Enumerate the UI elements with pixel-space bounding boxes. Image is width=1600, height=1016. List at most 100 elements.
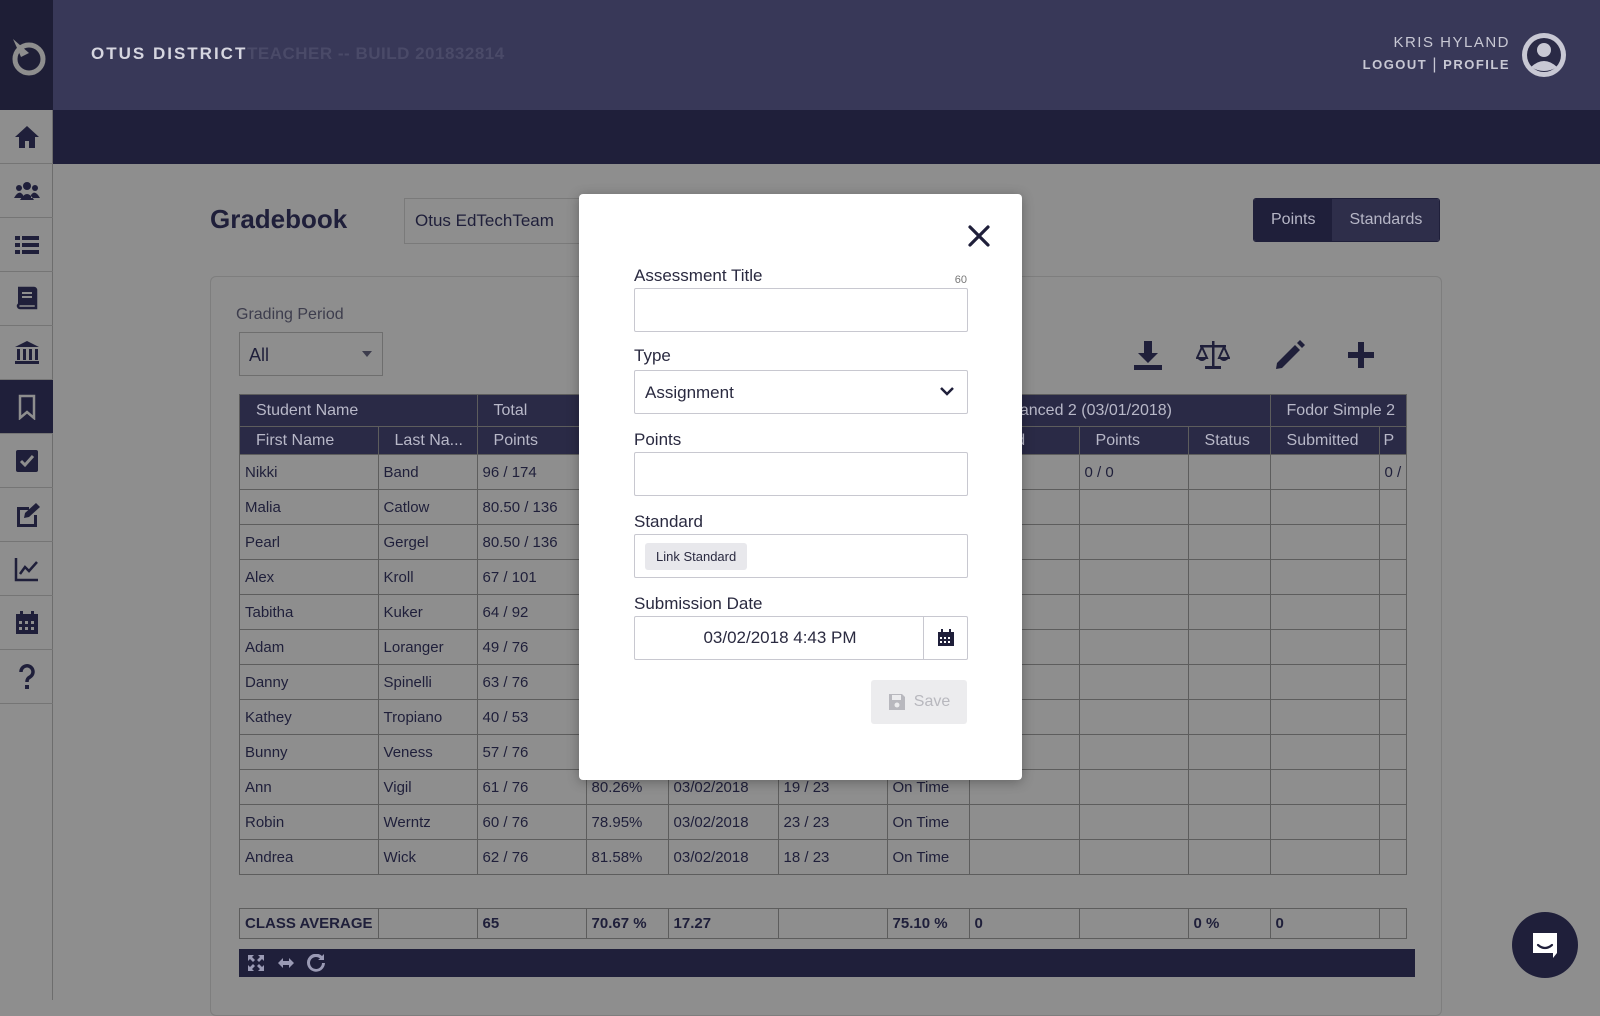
user-name: KRIS HYLAND — [1393, 34, 1510, 51]
fs-submitted-cell — [1269, 664, 1380, 700]
fa-points-cell[interactable] — [1078, 489, 1189, 525]
last-name-header[interactable]: Last Na... — [377, 426, 478, 455]
pencil-icon[interactable] — [1273, 339, 1305, 371]
sidebar-item-checkbox[interactable] — [0, 434, 53, 488]
fa-points-cell[interactable] — [1078, 594, 1189, 630]
help-icon — [18, 663, 35, 689]
close-icon[interactable] — [967, 224, 991, 248]
link-separator: | — [1432, 56, 1439, 73]
fa-points-cell[interactable] — [1078, 839, 1189, 875]
grading-period-select[interactable]: All — [239, 332, 383, 376]
points-input[interactable] — [634, 452, 968, 496]
sidebar-item-help[interactable] — [0, 650, 53, 704]
fa-points-cell[interactable] — [1078, 664, 1189, 700]
first-name-header[interactable]: First Name — [239, 426, 379, 455]
fs-submitted-cell — [1269, 769, 1380, 805]
calendar-button[interactable] — [923, 617, 967, 659]
fa-points-header[interactable]: Points — [1078, 426, 1189, 455]
spacer-row — [239, 874, 1407, 909]
horizontal-arrows-icon[interactable] — [277, 954, 295, 972]
fs-points-cell[interactable] — [1378, 594, 1408, 630]
first-name-cell: Pearl — [239, 524, 379, 560]
otus-logo-icon — [12, 38, 45, 75]
fs-points-header[interactable]: P — [1378, 426, 1408, 455]
status-cell: On Time — [886, 804, 970, 840]
balance-scale-icon[interactable] — [1195, 339, 1231, 371]
total-points-cell: 63 / 76 — [476, 664, 587, 700]
save-button[interactable]: Save — [871, 680, 967, 724]
points-view-button[interactable]: Points — [1254, 199, 1333, 241]
fs-points-cell[interactable] — [1378, 804, 1408, 840]
submission-date-input[interactable]: 03/02/2018 4:43 PM — [703, 628, 857, 647]
sidebar-item-home[interactable] — [0, 110, 53, 164]
edit-icon — [16, 502, 40, 527]
avg-fa-status-cell: 0 % — [1187, 908, 1271, 939]
otus-logo[interactable] — [0, 0, 53, 110]
avg-fs-submitted-cell: 0 — [1269, 908, 1380, 939]
fa-points-cell[interactable] — [1078, 524, 1189, 560]
standard-field: Link Standard — [634, 534, 968, 578]
school-selector[interactable]: Otus EdTechTeam — [404, 198, 584, 244]
last-name-cell: Spinelli — [377, 664, 478, 700]
fa-points-cell[interactable] — [1078, 769, 1189, 805]
fa-points-cell[interactable] — [1078, 559, 1189, 595]
download-icon[interactable] — [1132, 339, 1164, 371]
standard-label: Standard — [634, 512, 703, 531]
sidebar-item-chart[interactable] — [0, 542, 53, 596]
fs-points-cell[interactable] — [1378, 629, 1408, 665]
sidebar-item-institution[interactable] — [0, 326, 53, 380]
logout-link[interactable]: LOGOUT — [1362, 57, 1428, 72]
assessment-title-input[interactable] — [634, 288, 968, 332]
sidebar-item-bookmark[interactable] — [0, 380, 53, 434]
fa-points-cell[interactable] — [1078, 734, 1189, 770]
fa-submitted-cell — [968, 804, 1080, 840]
avg-status-cell: 75.10 % — [886, 908, 970, 939]
fs-points-cell[interactable] — [1378, 734, 1408, 770]
sidebar-item-calendar[interactable] — [0, 596, 53, 650]
assessment-points-cell[interactable]: 23 / 23 — [777, 804, 888, 840]
fs-points-cell[interactable] — [1378, 769, 1408, 805]
expand-icon[interactable] — [247, 954, 265, 972]
sidebar-item-edit[interactable] — [0, 488, 53, 542]
chat-launcher[interactable] — [1512, 912, 1578, 978]
avg-points-cell: 17.27 — [667, 908, 779, 939]
assessment-title-label: Assessment Title — [634, 266, 763, 285]
sidebar-item-book[interactable] — [0, 272, 53, 326]
plus-icon[interactable] — [1345, 339, 1377, 371]
fs-points-cell[interactable] — [1378, 489, 1408, 525]
total-points-header[interactable]: Points — [476, 426, 587, 455]
create-assessment-modal: Assessment Title 60 Type Assignment Poin… — [579, 194, 1022, 780]
fa-points-cell[interactable] — [1078, 804, 1189, 840]
fs-submitted-cell — [1269, 454, 1380, 490]
percent-cell: 78.95% — [585, 804, 669, 840]
refresh-icon[interactable] — [307, 954, 325, 972]
assessment-points-cell[interactable]: 18 / 23 — [777, 839, 888, 875]
last-name-cell: Catlow — [377, 489, 478, 525]
type-select[interactable]: Assignment — [634, 370, 968, 414]
grading-period-value: All — [249, 345, 270, 365]
standards-view-button[interactable]: Standards — [1332, 199, 1440, 241]
fs-points-cell[interactable] — [1378, 699, 1408, 735]
fs-points-cell[interactable]: 0 / — [1378, 454, 1408, 490]
fs-submitted-header[interactable]: Submitted — [1269, 426, 1380, 455]
caret-down-icon — [362, 351, 372, 357]
fa-points-cell[interactable]: 0 / 0 — [1078, 454, 1189, 490]
fs-points-cell[interactable] — [1378, 839, 1408, 875]
fa-points-cell[interactable] — [1078, 699, 1189, 735]
fs-points-cell[interactable] — [1378, 664, 1408, 700]
type-label: Type — [634, 346, 671, 365]
fa-status-header[interactable]: Status — [1187, 426, 1271, 455]
link-standard-button[interactable]: Link Standard — [645, 543, 748, 570]
fa-points-cell[interactable] — [1078, 629, 1189, 665]
profile-link[interactable]: PROFILE — [1443, 57, 1510, 72]
spacer-cell — [239, 874, 1407, 909]
fs-points-cell[interactable] — [1378, 559, 1408, 595]
grading-period-label: Grading Period — [236, 306, 344, 323]
sidebar-item-users[interactable] — [0, 164, 53, 218]
sidebar-item-list[interactable] — [0, 218, 53, 272]
total-points-cell: 40 / 53 — [476, 699, 587, 735]
submission-date-field: 03/02/2018 4:43 PM — [634, 616, 968, 660]
first-name-cell: Nikki — [239, 454, 379, 490]
fs-points-cell[interactable] — [1378, 524, 1408, 560]
avatar[interactable] — [1522, 33, 1566, 77]
